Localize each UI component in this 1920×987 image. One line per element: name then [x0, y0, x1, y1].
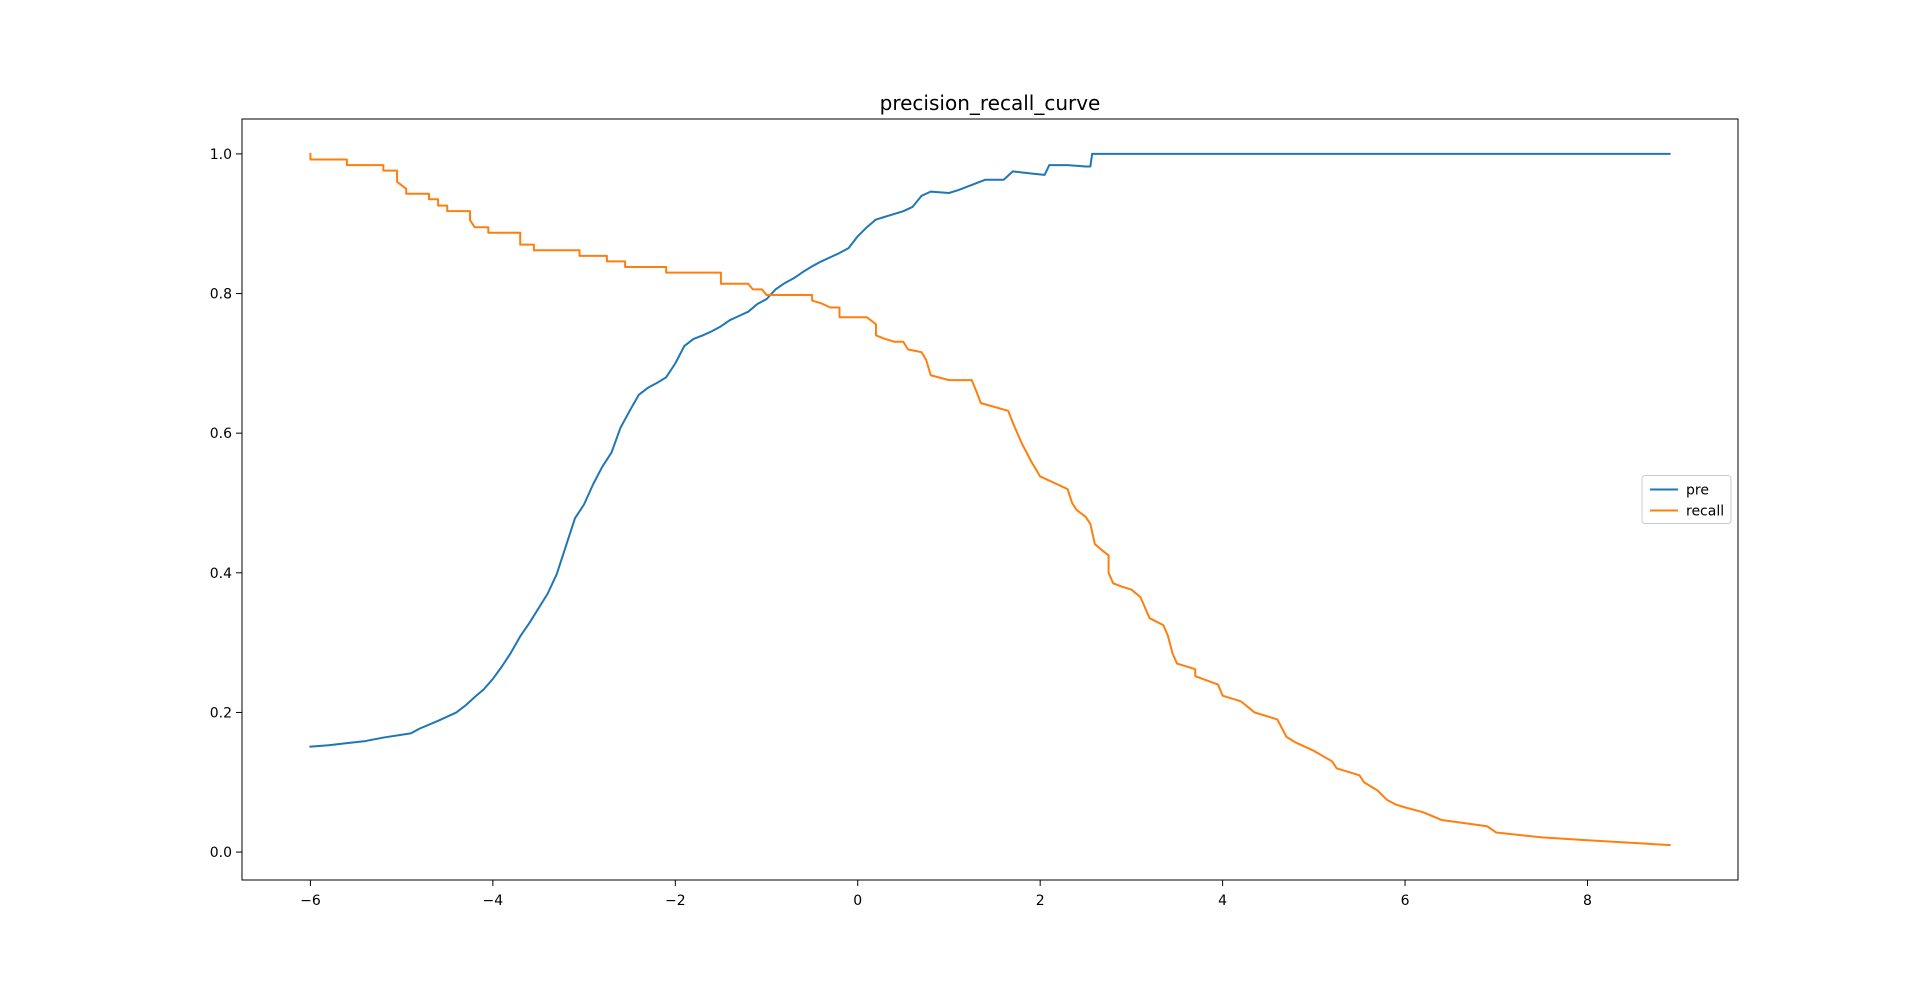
- y-tick-label: 0.8: [210, 287, 232, 303]
- x-tick-label: 6: [1401, 893, 1410, 909]
- legend-label-recall: recall: [1686, 504, 1724, 520]
- legend-label-pre: pre: [1686, 483, 1709, 499]
- x-tick-label: 8: [1583, 893, 1592, 909]
- y-axis-ticks: 0.0 0.2 0.4 0.6 0.8 1.0: [210, 147, 242, 861]
- x-tick-label: −4: [483, 893, 504, 909]
- x-tick-label: 4: [1218, 893, 1227, 909]
- x-tick-label: 0: [853, 893, 862, 909]
- x-axis-ticks: −6 −4 −2 0 2 4 6 8: [300, 880, 1592, 909]
- y-tick-label: 0.0: [210, 845, 232, 861]
- legend: pre recall: [1641, 475, 1732, 524]
- x-tick-label: 2: [1036, 893, 1045, 909]
- series-line-pre: [309, 152, 1671, 748]
- x-tick-label: −6: [300, 893, 321, 909]
- x-tick-label: −2: [665, 893, 686, 909]
- y-tick-label: 0.2: [210, 705, 232, 721]
- chart-title: precision_recall_curve: [880, 91, 1101, 115]
- axes-frame: [241, 118, 1739, 881]
- y-tick-label: 0.4: [210, 566, 232, 582]
- series-layer: [309, 152, 1671, 847]
- y-tick-label: 0.6: [210, 426, 232, 442]
- y-tick-label: 1.0: [210, 147, 232, 163]
- series-line-recall: [309, 152, 1671, 847]
